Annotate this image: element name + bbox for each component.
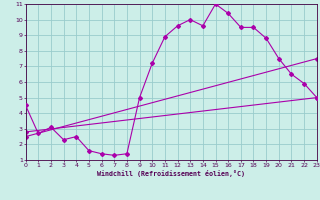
- X-axis label: Windchill (Refroidissement éolien,°C): Windchill (Refroidissement éolien,°C): [97, 170, 245, 177]
